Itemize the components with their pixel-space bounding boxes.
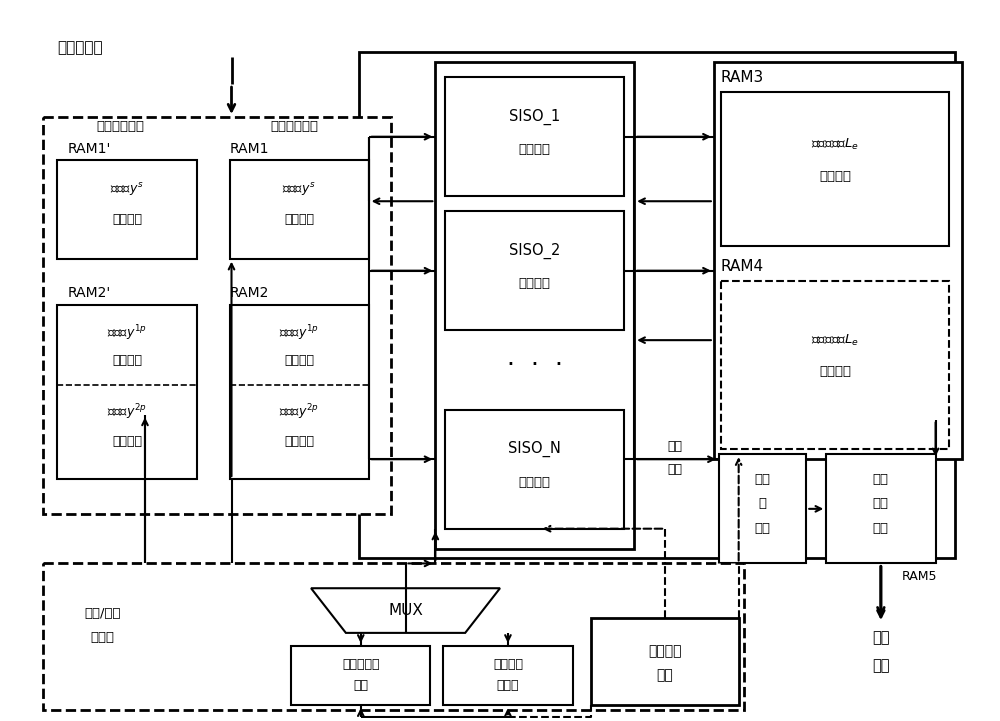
Polygon shape bbox=[311, 588, 500, 633]
Text: 存储单元: 存储单元 bbox=[112, 435, 142, 448]
Text: 硬判: 硬判 bbox=[755, 472, 771, 485]
Text: 第二外信息$L_e$: 第二外信息$L_e$ bbox=[811, 332, 859, 348]
Text: 待译码数据: 待译码数据 bbox=[57, 40, 103, 55]
Text: 存储单元: 存储单元 bbox=[284, 435, 314, 448]
Text: 存储单元: 存储单元 bbox=[284, 213, 314, 226]
Text: 顺序地址发: 顺序地址发 bbox=[342, 658, 380, 671]
Text: RAM5: RAM5 bbox=[902, 570, 938, 583]
Text: RAM1': RAM1' bbox=[67, 142, 111, 156]
Text: 第二输入缓存: 第二输入缓存 bbox=[96, 120, 144, 133]
Text: SISO_2: SISO_2 bbox=[509, 243, 560, 259]
Text: 译码: 译码 bbox=[872, 630, 890, 645]
Text: MUX: MUX bbox=[388, 603, 423, 618]
Bar bbox=[443, 646, 573, 705]
Bar bbox=[291, 646, 430, 705]
Text: RAM2: RAM2 bbox=[230, 286, 269, 300]
Bar bbox=[714, 62, 962, 459]
Text: 生器: 生器 bbox=[353, 679, 368, 692]
Text: 存储单元: 存储单元 bbox=[112, 213, 142, 226]
Bar bbox=[445, 77, 624, 196]
Text: 交织/解交: 交织/解交 bbox=[84, 606, 120, 619]
Text: 信息位$y^s$: 信息位$y^s$ bbox=[110, 181, 144, 198]
Text: 译码单元: 译码单元 bbox=[519, 277, 551, 290]
Text: 存储模块: 存储模块 bbox=[819, 366, 851, 379]
Bar bbox=[43, 563, 744, 710]
Bar bbox=[230, 159, 369, 259]
Text: 存储单元: 存储单元 bbox=[284, 353, 314, 366]
Text: 输出: 输出 bbox=[872, 658, 890, 673]
Text: RAM3: RAM3 bbox=[721, 70, 764, 85]
Text: 存储单元: 存储单元 bbox=[112, 353, 142, 366]
Text: 译码单元: 译码单元 bbox=[519, 143, 551, 156]
Bar bbox=[591, 618, 739, 705]
Bar bbox=[721, 92, 949, 246]
Text: 第一输入缓存: 第一输入缓存 bbox=[270, 120, 318, 133]
Text: RAM1: RAM1 bbox=[230, 142, 269, 156]
Text: 逻辑控制: 逻辑控制 bbox=[648, 644, 682, 658]
Bar bbox=[445, 410, 624, 528]
Bar bbox=[57, 159, 197, 259]
Bar bbox=[359, 53, 955, 559]
Text: 交织地址: 交织地址 bbox=[493, 658, 523, 671]
Text: 缓存: 缓存 bbox=[873, 497, 889, 510]
Bar bbox=[57, 306, 197, 479]
Text: 模块: 模块 bbox=[657, 668, 673, 683]
Text: 译码单元: 译码单元 bbox=[519, 476, 551, 489]
Text: 存储模块: 存储模块 bbox=[819, 170, 851, 183]
Text: 输出: 输出 bbox=[873, 472, 889, 485]
Text: RAM4: RAM4 bbox=[721, 259, 764, 274]
Bar bbox=[230, 306, 369, 479]
Text: 迭代: 迭代 bbox=[668, 440, 683, 453]
Bar bbox=[719, 454, 806, 563]
Text: SISO_1: SISO_1 bbox=[509, 109, 560, 125]
Text: 模块: 模块 bbox=[873, 522, 889, 535]
Bar bbox=[826, 454, 936, 563]
Text: 校验位$y^{1p}$: 校验位$y^{1p}$ bbox=[279, 324, 319, 343]
Text: 发生器: 发生器 bbox=[497, 679, 519, 692]
Bar bbox=[43, 117, 391, 514]
Text: 校验位$y^{2p}$: 校验位$y^{2p}$ bbox=[107, 403, 147, 423]
Bar bbox=[435, 62, 634, 549]
Bar bbox=[721, 280, 949, 449]
Text: SISO_N: SISO_N bbox=[508, 441, 561, 457]
Text: 终止: 终止 bbox=[668, 463, 683, 476]
Text: 第一外信息$L_e$: 第一外信息$L_e$ bbox=[811, 137, 859, 152]
Text: 信息位$y^s$: 信息位$y^s$ bbox=[282, 181, 316, 198]
Bar bbox=[445, 211, 624, 330]
Text: ·  ·  ·: · · · bbox=[507, 353, 563, 377]
Text: 织模块: 织模块 bbox=[90, 632, 114, 645]
Text: 校验位$y^{1p}$: 校验位$y^{1p}$ bbox=[107, 324, 147, 343]
Text: 校验位$y^{2p}$: 校验位$y^{2p}$ bbox=[279, 403, 319, 423]
Text: RAM2': RAM2' bbox=[67, 286, 111, 300]
Text: 模块: 模块 bbox=[755, 522, 771, 535]
Text: 决: 决 bbox=[759, 497, 767, 510]
